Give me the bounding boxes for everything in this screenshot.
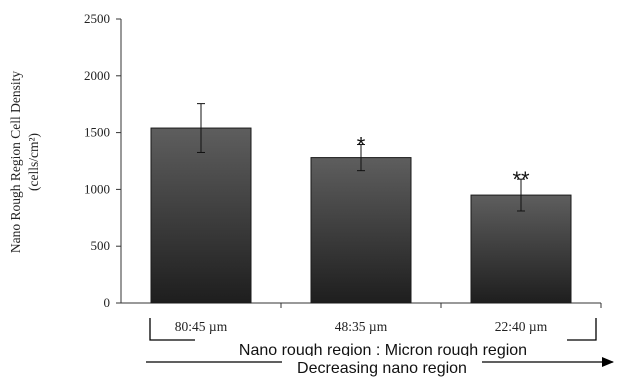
bar <box>310 157 412 304</box>
bar <box>470 194 572 304</box>
annotation-decreasing: Decreasing nano region <box>146 356 614 377</box>
bar <box>150 127 252 304</box>
bracket-left <box>149 318 195 341</box>
bracket-right <box>567 318 597 341</box>
y-axis-label-line1: Nano Rough Region Cell Density <box>8 71 23 253</box>
significance-marker: * <box>357 133 366 158</box>
y-axis-label-line2: (cells/cm²) <box>26 133 41 191</box>
x-category-label: 22:40 µm <box>495 319 548 334</box>
y-axis-ticks: 0 500 1000 1500 2000 2500 <box>84 11 121 310</box>
x-axis-categories: 80:45 µm 48:35 µm 22:40 µm <box>175 303 602 334</box>
y-axis-label: Nano Rough Region Cell Density (cells/cm… <box>8 71 41 253</box>
significance-marker: ** <box>512 167 530 192</box>
y-tick-label: 500 <box>91 238 111 253</box>
decreasing-label-bg <box>282 356 482 376</box>
y-tick-label: 2000 <box>84 68 110 83</box>
y-tick-label: 1500 <box>84 125 110 140</box>
annotation-region-ratio: Nano rough region : Micron rough region <box>149 318 597 359</box>
x-category-label: 48:35 µm <box>335 319 388 334</box>
bars-group: *** <box>150 103 572 304</box>
x-category-label: 80:45 µm <box>175 319 228 334</box>
y-tick-label: 0 <box>104 295 111 310</box>
annotation-secondary: Decreasing nano region <box>297 360 467 377</box>
annotation-primary: Nano rough region : Micron rough region <box>239 342 527 359</box>
y-tick-label: 1000 <box>84 181 110 196</box>
y-tick-label: 2500 <box>84 11 110 26</box>
